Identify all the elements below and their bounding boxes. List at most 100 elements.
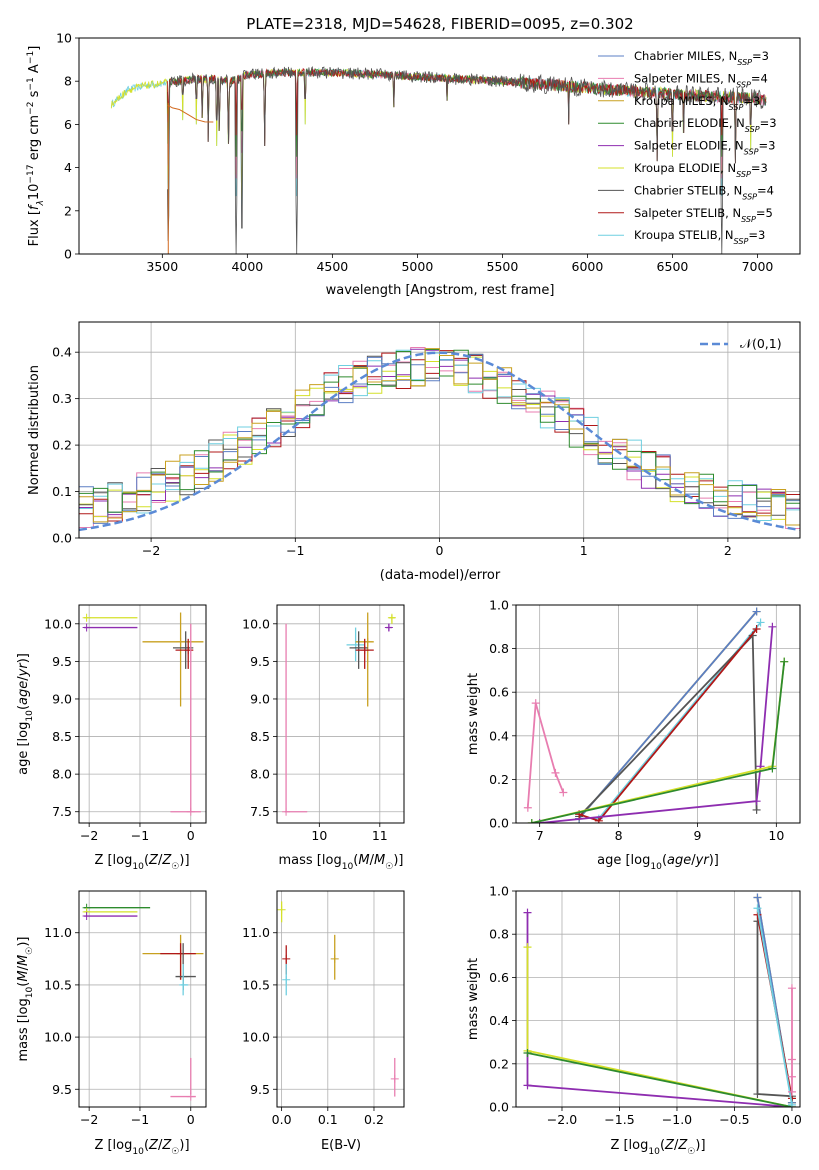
spectrum-legend: Chabrier MILES, NSSP=3 Salpeter MILES, NS… <box>598 49 777 246</box>
y-tick-label: 0.0 <box>489 1100 509 1115</box>
series-marker-kroupa-elodie <box>523 943 532 952</box>
x-axis-label: wavelength [Angstrom, rest frame] <box>326 283 555 298</box>
y-axis-label: Flux [fλ10−17 erg cm−2 s−1 A−1] <box>26 46 46 247</box>
plot-area-age_vs_Z <box>82 612 204 816</box>
plot-area-mass_vs_EBV <box>277 901 399 1097</box>
x-tick-label: −1 <box>131 1112 149 1127</box>
x-tick-label: −1.0 <box>662 1112 692 1127</box>
legend-entry: Salpeter MILES, NSSP=4 <box>634 71 768 89</box>
legend-entry: Chabrier ELODIE, NSSP=3 <box>634 116 777 134</box>
x-axis-label: mass [log10(M/M☉)] <box>279 853 404 872</box>
series-line-kroupa-stelib <box>756 908 793 1105</box>
series-line-chabrier-miles <box>578 610 758 820</box>
y-tick-label: 8.5 <box>52 729 72 744</box>
x-tick-label: −2.0 <box>547 1112 577 1127</box>
y-tick-label: 7.5 <box>250 804 270 819</box>
marker-kroupa-miles <box>330 954 339 963</box>
marker-salpeter-stelib <box>282 954 291 963</box>
figure-title: PLATE=2318, MJD=54628, FIBERID=0095, z=0… <box>246 15 633 33</box>
x-axis-label: Z [log10(Z/Z☉)] <box>94 853 189 872</box>
panel-mass_weight_vs_Z: −2.0 −1.5 −1.0 −0.5 0.0 0.0 0.2 0.4 0.6 0.8 1.0 Z [… <box>466 884 802 1158</box>
y-tick-label: 10.5 <box>44 977 72 992</box>
marker-kroupa-elodie <box>277 905 286 914</box>
y-tick-label: 0.0 <box>489 816 509 831</box>
spectrum-line-chabrier-stelib <box>167 66 767 254</box>
series-marker-kroupa-stelib <box>756 618 765 627</box>
series-marker-chabrier-elodie <box>780 657 789 666</box>
x-tick-label: 10 <box>768 828 784 843</box>
x-tick-label: 0.1 <box>318 1112 338 1127</box>
plot-area-spectrum <box>110 66 767 254</box>
axes-frame <box>276 890 405 1108</box>
y-tick-label: 1.0 <box>489 598 509 613</box>
series-line-chabrier-elodie <box>527 1052 793 1107</box>
y-tick-label: 0.2 <box>489 772 509 787</box>
y-tick-label: 9.0 <box>52 691 72 706</box>
x-tick-label: 7 <box>536 828 544 843</box>
y-tick-label: 0.6 <box>489 970 509 985</box>
x-tick-label: 10 <box>311 828 327 843</box>
series-marker-salpeter-miles <box>787 1055 796 1064</box>
y-tick-label: 9.0 <box>250 691 270 706</box>
legend-entry: Kroupa MILES, NSSP=3 <box>634 94 760 112</box>
y-tick-label: 0.8 <box>489 641 509 656</box>
legend-entry: 𝒩(0,1) <box>740 336 782 351</box>
marker-salpeter-elodie <box>82 623 91 632</box>
series-line-salpeter-miles <box>526 702 565 808</box>
x-tick-label: 2 <box>724 543 732 558</box>
spectrum-line-salpeter-stelib <box>167 68 767 164</box>
y-tick-label: 0.4 <box>52 345 72 360</box>
x-tick-label: 6500 <box>657 259 689 274</box>
series-marker-chabrier-elodie <box>523 1049 532 1057</box>
y-tick-label: 9.5 <box>250 654 270 669</box>
legend-entry: Chabrier MILES, NSSP=3 <box>634 49 769 67</box>
series-marker-salpeter-miles <box>531 699 540 708</box>
plot-area-age_vs_mass <box>282 612 396 816</box>
y-tick-label: 7.5 <box>52 804 72 819</box>
axes-frame <box>78 37 801 255</box>
panel-residual_histogram: −2 −1 0 1 2 0.0 0.1 0.2 0.3 0.4 𝒩(0,1) (data-model)… <box>27 321 801 583</box>
series-marker-salpeter-stelib <box>752 624 761 633</box>
y-tick-label: 8.5 <box>250 729 270 744</box>
y-tick-label: 10.0 <box>44 1030 72 1045</box>
series-marker-salpeter-miles <box>787 1072 796 1081</box>
y-tick-label: 11.0 <box>44 925 72 940</box>
series-marker-salpeter-elodie <box>752 797 761 806</box>
legend-entry: Salpeter ELODIE, NSSP=3 <box>634 139 775 157</box>
y-tick-label: 0.2 <box>52 438 72 453</box>
y-tick-label: 2 <box>64 203 72 218</box>
y-tick-label: 0.1 <box>52 484 72 499</box>
marker-kroupa-elodie <box>82 613 91 622</box>
x-tick-label: −2 <box>80 828 98 843</box>
x-tick-label: 4000 <box>231 259 263 274</box>
y-axis-label: mass weight <box>466 958 481 1040</box>
plot-area-residual_histogram <box>79 347 800 532</box>
x-tick-label: 0.2 <box>364 1112 384 1127</box>
series-marker-kroupa-stelib <box>787 1100 796 1107</box>
series-marker-salpeter-miles <box>787 1087 796 1096</box>
y-tick-label: 0.2 <box>489 1056 509 1071</box>
x-tick-label: −2 <box>80 1112 98 1127</box>
x-tick-label: 1 <box>580 543 588 558</box>
x-tick-label: −1 <box>131 828 149 843</box>
y-tick-label: 9.5 <box>52 654 72 669</box>
y-tick-label: 10.5 <box>242 977 270 992</box>
panel-mass_weight_vs_age: 7 8 9 10 0.0 0.2 0.4 0.6 0.8 1.0 age [log10(age/yr… <box>466 598 801 872</box>
panel-spectrum: 3500 4000 4500 5000 5500 6000 6500 7000 0 2 4 6 8 10 C… <box>26 31 801 298</box>
marker-salpeter-elodie <box>384 623 393 632</box>
marker-salpeter-elodie <box>82 912 91 921</box>
series-marker-salpeter-miles <box>559 788 568 797</box>
marker-kroupa-elodie <box>387 613 396 622</box>
x-tick-label: −0.5 <box>719 1112 749 1127</box>
legend-entry: Kroupa ELODIE, NSSP=3 <box>634 161 768 179</box>
marker-kroupa-stelib <box>282 975 291 984</box>
y-tick-label: 0.8 <box>489 927 509 942</box>
y-tick-label: 0.0 <box>52 531 72 546</box>
y-axis-label: mass weight <box>466 673 481 755</box>
x-tick-label: 6000 <box>572 259 604 274</box>
marker-salpeter-miles <box>186 1092 195 1101</box>
x-axis-label: (data-model)/error <box>380 568 501 583</box>
plot-area-mass_weight_vs_age <box>523 607 789 823</box>
y-tick-label: 9.5 <box>250 1082 270 1097</box>
